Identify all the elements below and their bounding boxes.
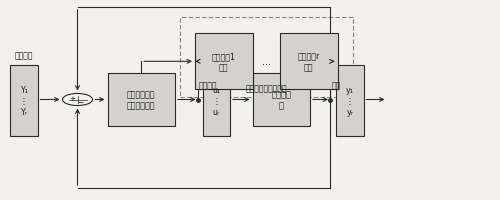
- FancyBboxPatch shape: [202, 66, 230, 136]
- Text: 高速动车
组: 高速动车 组: [271, 90, 291, 110]
- Text: Y₁
⋮
Yᵣ: Y₁ ⋮ Yᵣ: [20, 85, 28, 117]
- Text: ...: ...: [262, 57, 271, 67]
- Text: +: +: [70, 96, 75, 102]
- Text: 子空间模型同
步跟踪控制器: 子空间模型同 步跟踪控制器: [127, 90, 156, 110]
- FancyBboxPatch shape: [10, 66, 38, 136]
- FancyBboxPatch shape: [252, 74, 310, 126]
- Text: y₁
⋮
yᵣ: y₁ ⋮ yᵣ: [346, 85, 354, 117]
- Text: 分布式状态空间模型: 分布式状态空间模型: [246, 84, 287, 93]
- Text: 动力单元1
模型: 动力单元1 模型: [212, 52, 236, 72]
- FancyBboxPatch shape: [336, 66, 363, 136]
- FancyBboxPatch shape: [280, 34, 338, 90]
- Text: 控制输入: 控制输入: [198, 81, 217, 90]
- Text: 动力单元r
模型: 动力单元r 模型: [298, 52, 320, 72]
- Text: 输出: 输出: [332, 81, 341, 90]
- FancyBboxPatch shape: [195, 34, 252, 90]
- Text: u₁
⋮
uᵣ: u₁ ⋮ uᵣ: [212, 85, 220, 117]
- Text: 给定轨迹: 给定轨迹: [14, 51, 33, 60]
- FancyBboxPatch shape: [108, 74, 175, 126]
- Text: −: −: [78, 98, 84, 107]
